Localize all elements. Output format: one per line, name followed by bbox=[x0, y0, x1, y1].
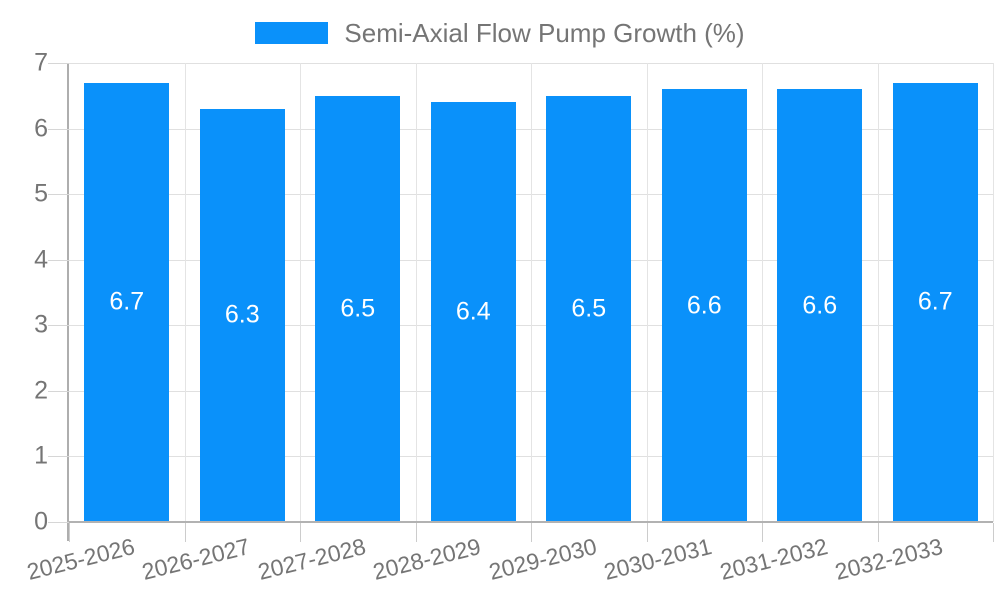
y-tick-label: 3 bbox=[34, 310, 48, 339]
bar-value-label: 6.4 bbox=[455, 297, 491, 326]
bar: 6.3 bbox=[199, 108, 285, 522]
x-tick-mark bbox=[415, 523, 417, 542]
bar-value-label: 6.5 bbox=[571, 294, 607, 323]
x-gridline bbox=[300, 63, 301, 522]
plot-area: 6.7 6.3 6.5 6.4 6.5 6.6 6.6 6.7 bbox=[69, 63, 994, 522]
bar-value-label: 6.6 bbox=[686, 291, 722, 320]
bar-value-label: 6.7 bbox=[109, 287, 145, 316]
x-gridline bbox=[184, 63, 186, 522]
x-gridline bbox=[415, 63, 417, 522]
y-tick-label: 5 bbox=[34, 179, 48, 208]
bar-value-label: 6.6 bbox=[802, 291, 838, 320]
y-tick-label: 7 bbox=[34, 48, 48, 77]
x-gridline bbox=[646, 63, 648, 522]
x-tick-mark bbox=[69, 523, 70, 542]
x-tick-label: 2031-2032 bbox=[717, 533, 831, 585]
x-axis-line bbox=[67, 521, 993, 523]
x-tick-mark bbox=[877, 523, 879, 542]
x-tick-label: 2030-2031 bbox=[601, 533, 715, 585]
y-tick-mark bbox=[48, 522, 69, 523]
y-tick-label: 1 bbox=[34, 441, 48, 470]
y-tick-mark bbox=[48, 63, 69, 64]
y-tick-label: 2 bbox=[34, 376, 48, 405]
x-tick-mark bbox=[762, 523, 763, 542]
y-tick-mark bbox=[48, 325, 69, 327]
bar: 6.4 bbox=[430, 102, 516, 522]
x-tick-mark bbox=[531, 523, 532, 542]
y-tick-mark bbox=[48, 456, 69, 458]
x-tick-label: 2026-2027 bbox=[139, 533, 253, 585]
x-tick-label: 2029-2030 bbox=[486, 533, 600, 585]
legend: Semi-Axial Flow Pump Growth (%) bbox=[0, 20, 1000, 46]
x-gridline bbox=[531, 63, 532, 522]
x-tick-mark bbox=[646, 523, 648, 542]
x-gridline bbox=[993, 63, 994, 522]
y-tick-label: 0 bbox=[34, 507, 48, 536]
x-tick-label: 2025-2026 bbox=[24, 533, 138, 585]
y-tick-label: 4 bbox=[34, 245, 48, 274]
x-tick-label: 2027-2028 bbox=[255, 533, 369, 585]
x-gridline bbox=[762, 63, 763, 522]
x-tick-mark bbox=[300, 523, 301, 542]
x-tick-mark bbox=[993, 523, 994, 542]
x-tick-mark bbox=[184, 523, 186, 542]
y-tick-label: 6 bbox=[34, 114, 48, 143]
bar-value-label: 6.3 bbox=[224, 300, 260, 329]
bar: 6.7 bbox=[84, 82, 170, 522]
legend-label: Semi-Axial Flow Pump Growth (%) bbox=[344, 18, 745, 48]
x-tick-label: 2028-2029 bbox=[370, 533, 484, 585]
bar-value-label: 6.5 bbox=[340, 294, 376, 323]
x-gridline bbox=[877, 63, 879, 522]
y-axis-line bbox=[67, 63, 69, 541]
bar: 6.5 bbox=[315, 95, 401, 522]
bar: 6.7 bbox=[892, 82, 978, 522]
x-tick-label: 2032-2033 bbox=[832, 533, 946, 585]
bar: 6.6 bbox=[777, 89, 863, 522]
y-tick-mark bbox=[48, 390, 69, 392]
legend-swatch bbox=[255, 22, 329, 44]
y-tick-mark bbox=[48, 259, 69, 261]
y-tick-mark bbox=[48, 128, 69, 130]
bar: 6.6 bbox=[661, 89, 747, 522]
bar: 6.5 bbox=[546, 95, 632, 522]
y-tick-mark bbox=[48, 194, 69, 196]
bar-value-label: 6.7 bbox=[917, 287, 953, 316]
